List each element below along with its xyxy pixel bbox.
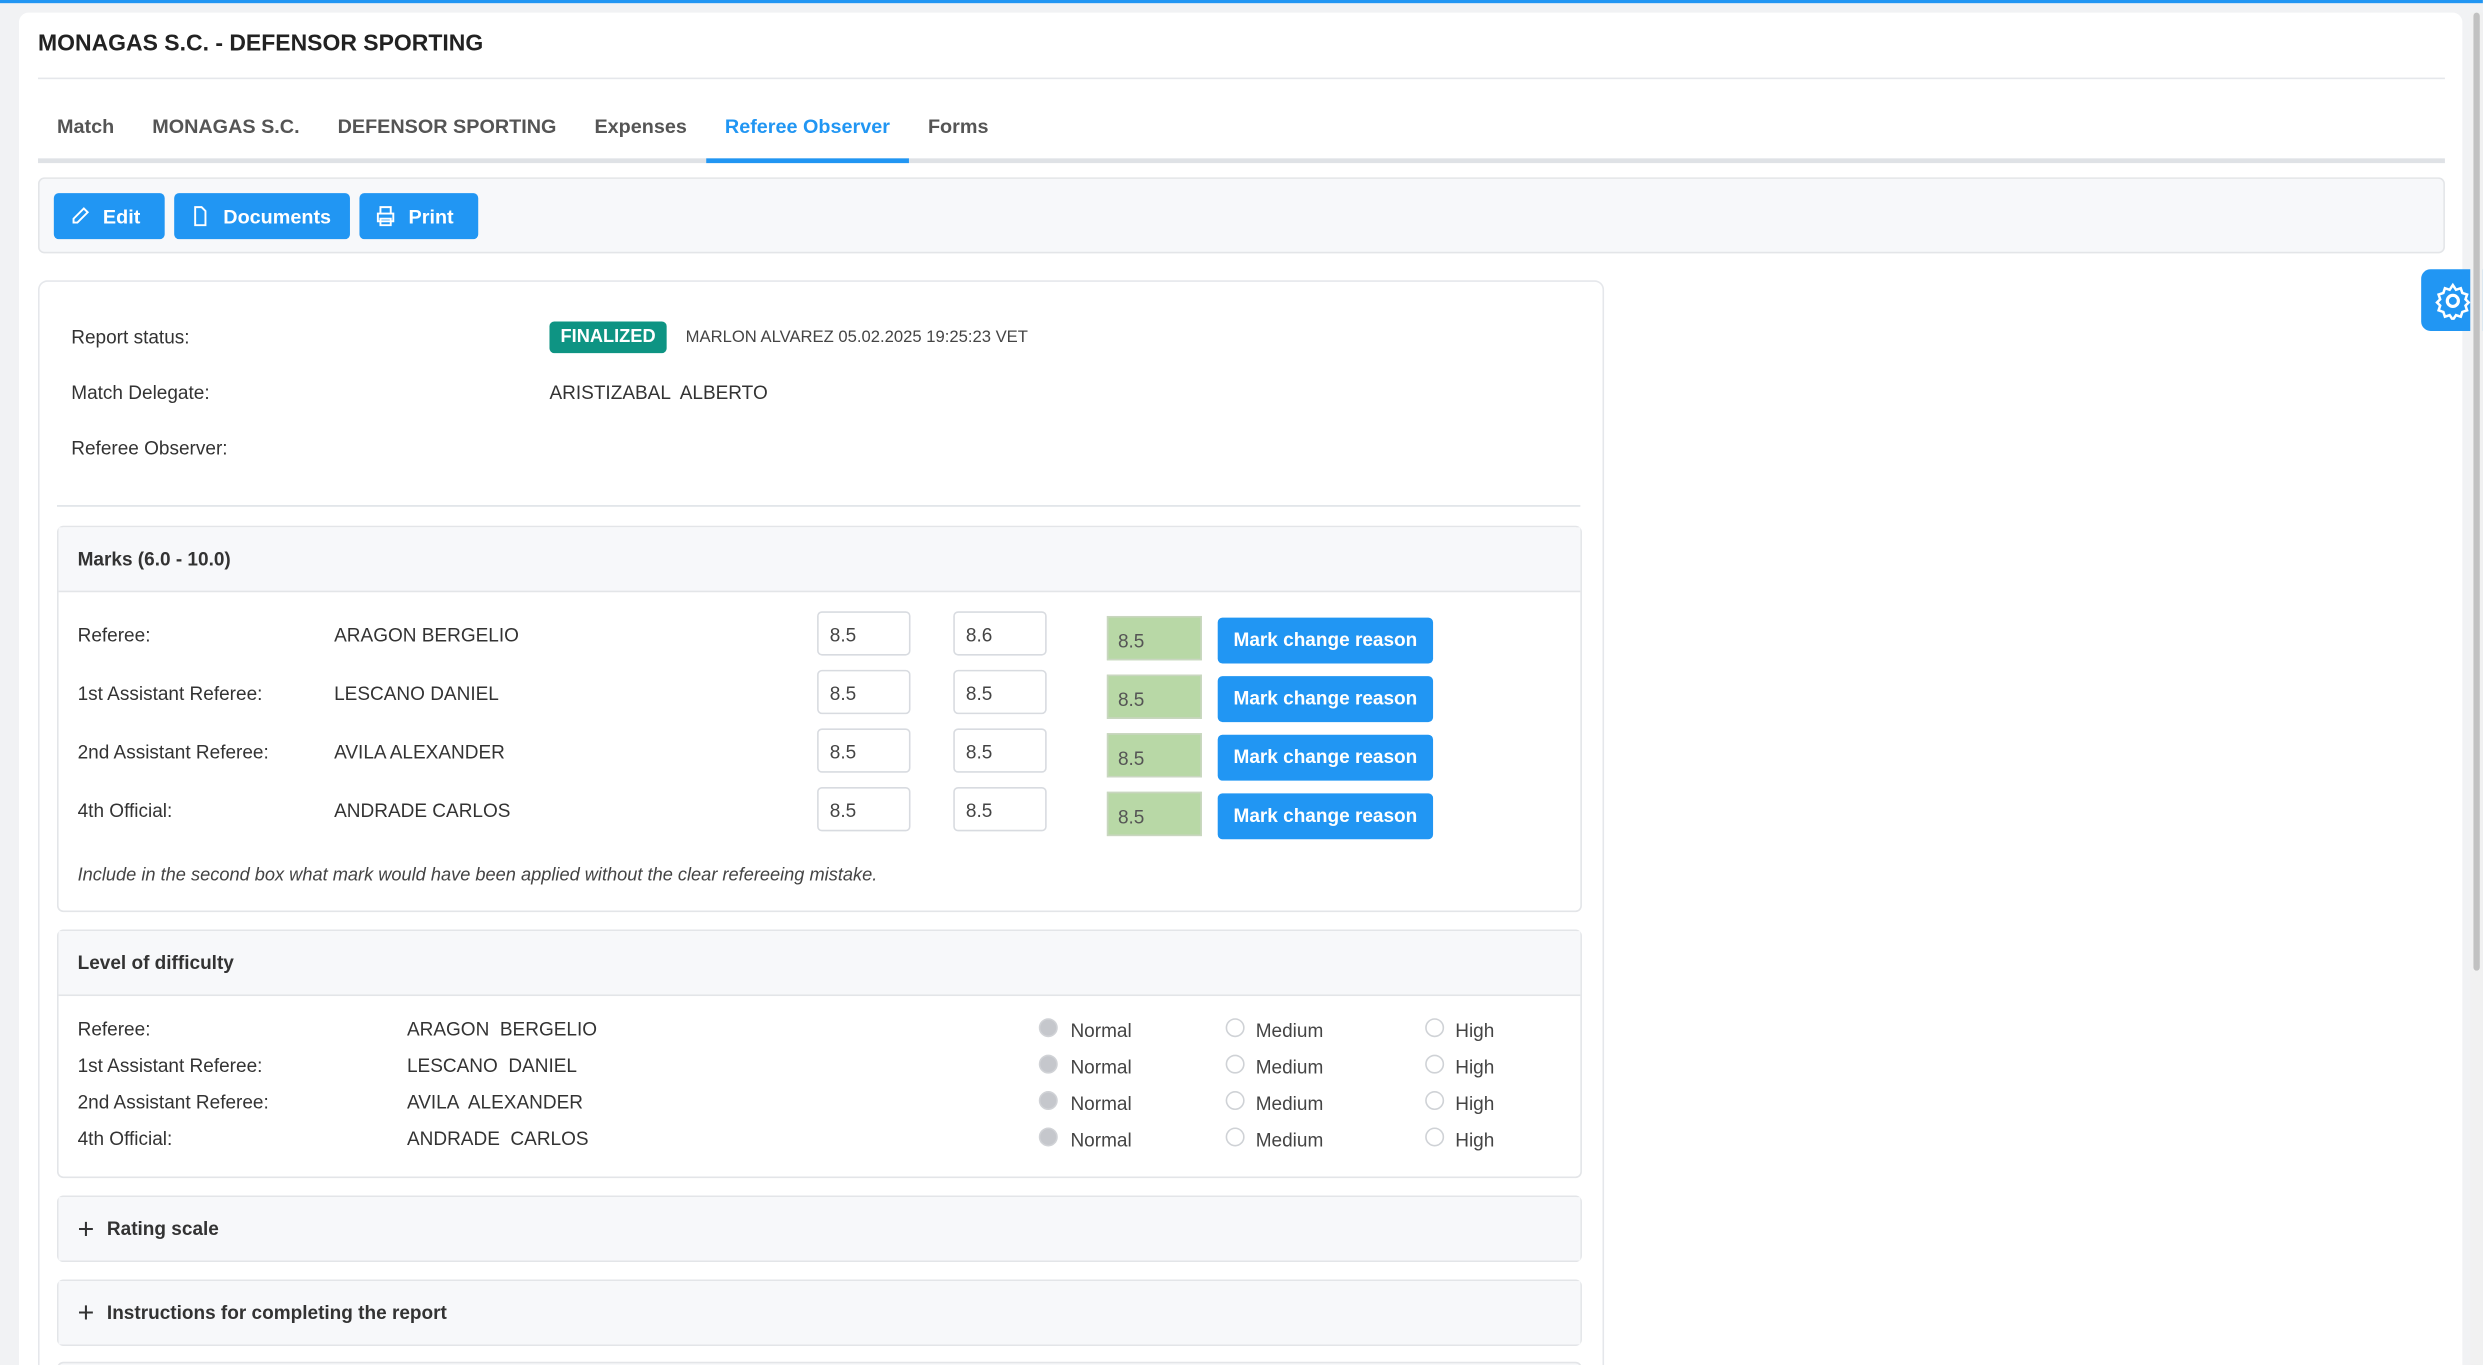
marks-official-name: LESCANO DANIEL: [334, 682, 499, 705]
marks-official-name: ANDRADE CARLOS: [334, 799, 511, 822]
marks-role: 4th Official:: [77, 799, 173, 822]
tab-forms[interactable]: Forms: [927, 115, 989, 138]
mark-without-mistake-input[interactable]: 8.5: [953, 786, 1047, 832]
match-delegate-label: Match Delegate:: [71, 381, 210, 404]
difficulty-radio-medium[interactable]: [1225, 1018, 1245, 1038]
difficulty-option-label: Medium: [1255, 1092, 1324, 1115]
difficulty-option-label: Normal: [1070, 1092, 1132, 1115]
page-title: MONAGAS S.C. - DEFENSOR SPORTING: [38, 31, 484, 58]
edit-button[interactable]: Edit: [53, 193, 165, 240]
gear-icon: [2434, 281, 2470, 320]
marks-official-name: AVILA ALEXANDER: [334, 741, 505, 764]
mark-change-reason-button[interactable]: Mark change reason: [1217, 617, 1434, 664]
tab-referee-observer[interactable]: Referee Observer: [705, 105, 910, 164]
tab-bar: Match MONAGAS S.C. DEFENSOR SPORTING Exp…: [38, 105, 2445, 164]
difficulty-radio-normal[interactable]: [1038, 1091, 1058, 1111]
mark-change-reason-button[interactable]: Mark change reason: [1217, 734, 1434, 781]
status-detail: MARLON ALVAREZ 05.02.2025 19:25:23 VET: [685, 327, 1028, 347]
print-label: Print: [408, 205, 454, 228]
documents-button[interactable]: Documents: [174, 193, 350, 240]
difficulty-official-name: AVILA ALEXANDER: [406, 1091, 584, 1114]
plus-icon: +: [77, 1296, 95, 1329]
difficulty-option-label: Normal: [1070, 1019, 1132, 1042]
mark-change-reason-button[interactable]: Mark change reason: [1217, 676, 1434, 723]
difficulty-radio-normal[interactable]: [1038, 1054, 1058, 1074]
difficulty-option-label: High: [1455, 1129, 1495, 1152]
print-button[interactable]: Print: [359, 193, 479, 240]
mark-without-mistake-input[interactable]: 8.6: [953, 611, 1047, 656]
mark-without-mistake-input[interactable]: 8.5: [953, 669, 1047, 715]
mark-input[interactable]: 8.5: [817, 728, 911, 773]
toolbar: Edit Documents Print: [38, 177, 2445, 254]
referee-observer-label: Referee Observer:: [71, 437, 228, 460]
difficulty-option-label: Normal: [1070, 1056, 1132, 1079]
tab-expenses[interactable]: Expenses: [594, 115, 687, 138]
marks-note: Include in the second box what mark woul…: [77, 866, 878, 886]
difficulty-radio-high[interactable]: [1425, 1091, 1445, 1111]
documents-label: Documents: [223, 205, 332, 228]
difficulty-role: 1st Assistant Referee:: [77, 1054, 263, 1077]
difficulty-official-name: ANDRADE CARLOS: [406, 1127, 589, 1150]
difficulty-option-label: High: [1455, 1019, 1495, 1042]
status-badge: FINALIZED: [549, 321, 667, 354]
difficulty-radio-high[interactable]: [1425, 1127, 1445, 1147]
mark-input[interactable]: 8.5: [817, 611, 911, 656]
marks-role: 1st Assistant Referee:: [77, 682, 263, 705]
document-icon: [194, 206, 207, 227]
difficulty-official-name: ARAGON BERGELIO: [406, 1018, 598, 1041]
difficulty-role: 4th Official:: [77, 1127, 173, 1150]
difficulty-radio-medium[interactable]: [1225, 1091, 1245, 1111]
difficulty-option-label: Medium: [1255, 1129, 1324, 1152]
report-status-label: Report status:: [71, 326, 190, 349]
rating-scale-title: Rating scale: [106, 1217, 219, 1240]
final-mark: 8.5: [1106, 791, 1202, 837]
difficulty-option-label: Medium: [1255, 1019, 1324, 1042]
tab-match[interactable]: Match: [57, 115, 115, 138]
difficulty-radio-normal[interactable]: [1038, 1018, 1058, 1038]
difficulty-option-label: High: [1455, 1056, 1495, 1079]
top-accent-line: [0, 0, 2483, 4]
difficulty-title: Level of difficulty: [58, 931, 1581, 997]
match-delegate-value: ARISTIZABAL ALBERTO: [549, 381, 768, 404]
difficulty-official-name: LESCANO DANIEL: [406, 1054, 577, 1077]
mark-input[interactable]: 8.5: [817, 669, 911, 715]
difficulty-panel: Level of difficulty: [57, 929, 1582, 1179]
difficulty-option-label: Normal: [1070, 1129, 1132, 1152]
mark-without-mistake-input[interactable]: 8.5: [953, 728, 1047, 773]
printer-icon: [376, 206, 395, 227]
difficulty-radio-high[interactable]: [1425, 1054, 1445, 1074]
final-mark: 8.5: [1106, 615, 1202, 661]
marks-official-name: ARAGON BERGELIO: [334, 623, 519, 647]
mark-input[interactable]: 8.5: [817, 786, 911, 832]
marks-panel: Marks (6.0 - 10.0): [57, 525, 1582, 913]
final-mark: 8.5: [1106, 733, 1202, 778]
difficulty-radio-medium[interactable]: [1225, 1127, 1245, 1147]
instructions-title: Instructions for completing the report: [106, 1301, 447, 1324]
marks-role: 2nd Assistant Referee:: [77, 741, 269, 764]
tab-monagas[interactable]: MONAGAS S.C.: [152, 115, 300, 138]
difficulty-role: 2nd Assistant Referee:: [77, 1091, 269, 1114]
difficulty-role: Referee:: [77, 1018, 151, 1041]
divider: [57, 505, 1581, 507]
rating-scale-panel[interactable]: + Rating scale: [57, 1195, 1582, 1263]
edit-label: Edit: [102, 205, 141, 228]
scrollbar-thumb[interactable]: [2473, 12, 2480, 971]
difficulty-radio-high[interactable]: [1425, 1018, 1445, 1038]
marks-title: Marks (6.0 - 10.0): [58, 527, 1581, 593]
difficulty-radio-medium[interactable]: [1225, 1054, 1245, 1074]
marks-role: Referee:: [77, 623, 151, 647]
difficulty-option-label: Medium: [1255, 1056, 1324, 1079]
instructions-panel[interactable]: + Instructions for completing the report: [57, 1279, 1582, 1346]
pencil-icon: [72, 207, 90, 224]
final-mark: 8.5: [1106, 674, 1202, 719]
tab-defensor[interactable]: DEFENSOR SPORTING: [337, 115, 557, 138]
difficulty-option-label: High: [1455, 1092, 1495, 1115]
mark-change-reason-button[interactable]: Mark change reason: [1217, 793, 1434, 840]
plus-icon: +: [77, 1212, 95, 1245]
difficulty-radio-normal[interactable]: [1038, 1127, 1058, 1147]
divider: [38, 77, 2445, 80]
